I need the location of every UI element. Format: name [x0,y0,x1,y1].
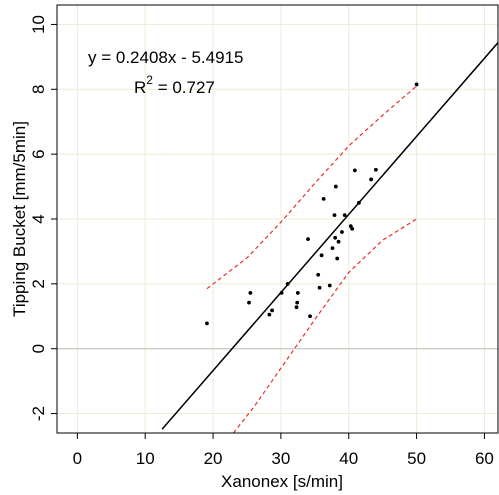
data-point-6 [285,281,290,286]
equation-text: y = 0.2408x - 5.4915 [88,48,243,67]
y-tick-label-6: 10 [29,15,48,34]
data-point-13 [317,285,322,290]
y-tick-label-2: 2 [29,279,48,288]
data-point-0 [205,321,209,326]
data-point-24 [342,213,347,218]
data-points [205,82,419,326]
data-point-28 [357,200,361,205]
data-point-30 [373,167,378,172]
data-point-19 [333,235,338,240]
y-axis-title: Tipping Bucket [mm/5min] [10,121,29,317]
data-point-9 [295,291,300,295]
data-point-7 [294,305,299,310]
y-tick-label-3: 4 [29,214,48,223]
data-point-10 [306,237,310,242]
data-point-4 [270,308,274,313]
data-point-17 [330,246,335,251]
x-tick-label-2: 20 [204,449,223,468]
data-point-23 [340,230,344,234]
grid-lines [57,5,498,433]
data-point-18 [332,213,337,218]
data-point-27 [352,168,357,173]
data-point-11 [308,314,312,319]
x-tick-label-5: 50 [407,449,426,468]
x-tick-label-1: 10 [136,449,155,468]
data-point-14 [319,253,324,258]
data-point-20 [333,184,338,189]
regression-line [161,42,498,430]
data-point-12 [316,272,321,277]
data-point-8 [295,300,300,305]
data-point-29 [369,177,374,182]
lower-confidence-band [232,218,417,433]
fit-line-group [161,42,498,430]
x-tick-label-4: 40 [339,449,358,468]
upper-confidence-band [206,85,417,290]
r-squared-value: = 0.727 [153,78,215,97]
data-point-16 [327,283,332,288]
data-point-21 [335,256,340,261]
data-point-1 [247,300,251,305]
y-tick-label-1: 0 [29,344,48,353]
x-tick-label-0: 0 [73,449,82,468]
data-point-2 [248,291,253,295]
y-axis: -2 0 2 4 6 8 10 [29,15,57,421]
x-axis: 0 10 20 30 40 50 60 [73,433,494,468]
data-point-15 [321,196,326,201]
data-point-31 [414,82,419,87]
data-point-22 [336,239,341,244]
y-tick-label-5: 8 [29,85,48,94]
data-point-3 [267,312,272,317]
y-tick-label-4: 6 [29,149,48,158]
data-point-26 [350,226,355,231]
r-squared-text: R2 = 0.727 [134,73,215,97]
r-squared-label: R [134,78,146,97]
y-tick-label-0: -2 [29,406,48,421]
x-tick-label-3: 30 [271,449,290,468]
x-axis-title: Xanonex [s/min] [221,472,343,491]
r-squared-superscript: 2 [146,73,153,87]
x-tick-label-6: 60 [475,449,494,468]
data-point-5 [279,291,284,295]
confidence-bands [206,85,417,433]
